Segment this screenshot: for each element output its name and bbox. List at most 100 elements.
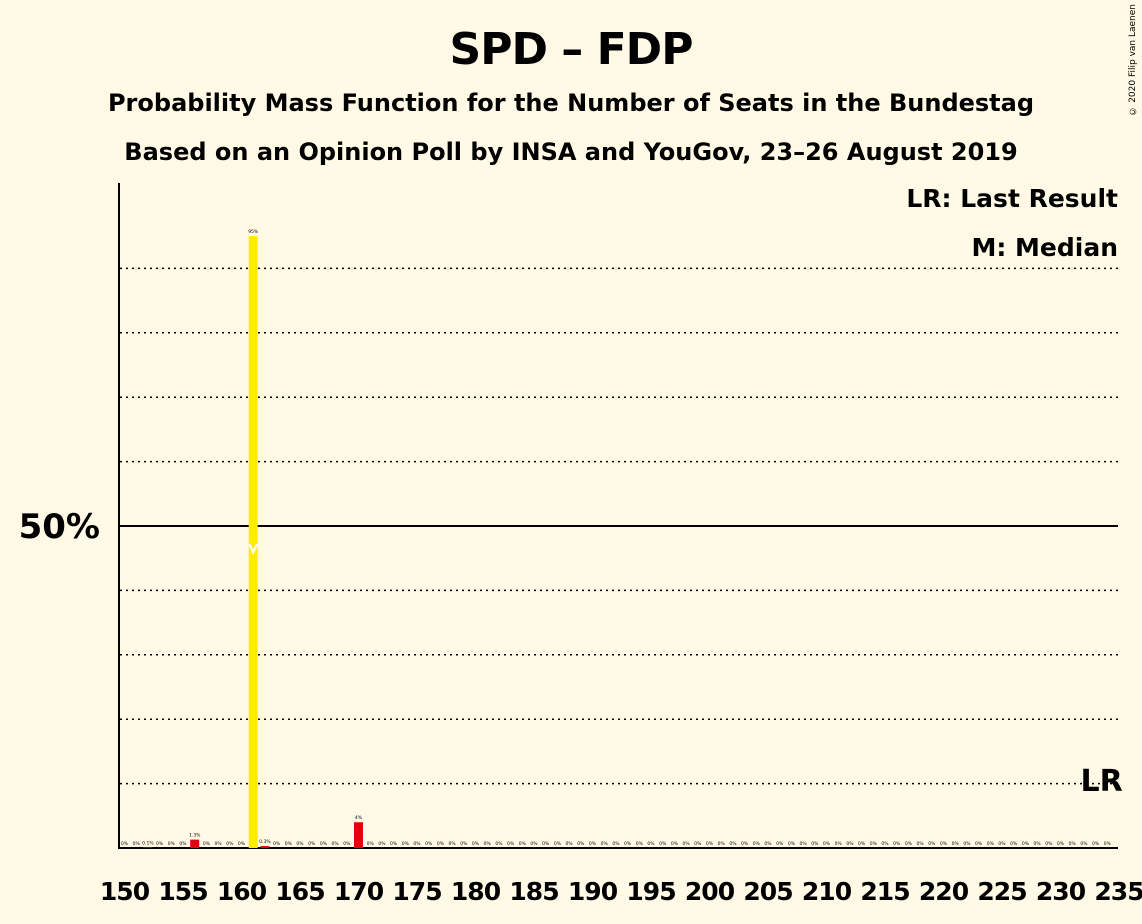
bar-value-label: 0% bbox=[437, 841, 445, 847]
bar-value-label: 0.1% bbox=[142, 840, 154, 846]
bar-value-label: 0% bbox=[975, 841, 983, 847]
x-tick-label: 185 bbox=[509, 877, 558, 906]
x-tick-label: 155 bbox=[158, 877, 207, 906]
bar-value-label: 0% bbox=[215, 841, 223, 847]
bar-value-label: 0% bbox=[905, 841, 913, 847]
x-tick-label: 215 bbox=[860, 877, 909, 906]
median-marker bbox=[248, 543, 259, 555]
legend-last-result: LR: Last Result bbox=[906, 184, 1118, 213]
bar-value-label: 0% bbox=[168, 841, 176, 847]
bar-value-label: 0% bbox=[753, 841, 761, 847]
bar-value-label: 0% bbox=[156, 841, 164, 847]
bar-value-label: 0% bbox=[800, 841, 808, 847]
chart-source: Based on an Opinion Poll by INSA and You… bbox=[124, 138, 1018, 166]
bar-value-label: 0% bbox=[940, 841, 948, 847]
x-tick-label: 230 bbox=[1036, 877, 1086, 906]
bar-value-label: 0% bbox=[987, 841, 995, 847]
bar-value-label: 0% bbox=[647, 841, 655, 847]
bar-value-label: 0% bbox=[577, 841, 585, 847]
bar-value-label: 0% bbox=[133, 841, 141, 847]
bar-value-label: 0% bbox=[320, 841, 328, 847]
bar-value-label: 0% bbox=[238, 841, 246, 847]
bar-value-label: 0% bbox=[811, 841, 819, 847]
bar-value-label: 0% bbox=[636, 841, 644, 847]
bar-value-label: 0% bbox=[425, 841, 433, 847]
bar-value-label: 0% bbox=[917, 841, 925, 847]
bar-value-label: 0% bbox=[963, 841, 971, 847]
bar-value-label: 0.3% bbox=[259, 839, 271, 845]
bar-value-label: 0% bbox=[881, 841, 889, 847]
bar-value-label: 0% bbox=[1080, 841, 1088, 847]
bar-value-label: 0% bbox=[273, 841, 281, 847]
bar-value-label: 0% bbox=[1057, 841, 1065, 847]
bar-value-label: 95% bbox=[248, 229, 259, 235]
bar-value-label: 0% bbox=[296, 841, 304, 847]
x-tick-label: 225 bbox=[977, 877, 1026, 906]
bar-value-label: 0% bbox=[776, 841, 784, 847]
bar-value-label: 0% bbox=[870, 841, 878, 847]
x-tick-label: 160 bbox=[217, 877, 267, 906]
x-tick-label: 235 bbox=[1094, 877, 1142, 906]
bar-value-label: 0% bbox=[472, 841, 480, 847]
bar-value-label: 0% bbox=[566, 841, 574, 847]
bar-value-label: 0% bbox=[179, 841, 187, 847]
bar-value-label: 0% bbox=[226, 841, 234, 847]
bar-value-label: 0% bbox=[928, 841, 936, 847]
bar-value-label: 0% bbox=[998, 841, 1006, 847]
y-tick-label: 50% bbox=[19, 507, 100, 547]
chart-title: SPD – FDP bbox=[449, 24, 694, 75]
bar-value-label: 0% bbox=[507, 841, 515, 847]
bar-value-label: 0% bbox=[1104, 841, 1112, 847]
bar-value-label: 0% bbox=[764, 841, 772, 847]
bar bbox=[260, 846, 270, 848]
bar-value-label: 0% bbox=[542, 841, 550, 847]
bar-value-label: 4% bbox=[355, 815, 363, 821]
x-tick-label: 165 bbox=[275, 877, 324, 906]
bar-value-label: 0% bbox=[402, 841, 410, 847]
bar-value-label: 0% bbox=[823, 841, 831, 847]
x-tick-label: 175 bbox=[392, 877, 441, 906]
bar-value-label: 0% bbox=[612, 841, 620, 847]
bar-value-label: 0% bbox=[1022, 841, 1030, 847]
bar-value-label: 0% bbox=[460, 841, 468, 847]
legend-median: M: Median bbox=[971, 233, 1118, 262]
chart-subtitle: Probability Mass Function for the Number… bbox=[107, 89, 1035, 117]
bar-value-label: 0% bbox=[519, 841, 527, 847]
x-tick-label: 170 bbox=[334, 877, 384, 906]
bar-value-label: 0% bbox=[589, 841, 597, 847]
bar-value-label: 0% bbox=[1069, 841, 1077, 847]
bar-value-label: 0% bbox=[1092, 841, 1100, 847]
x-tick-label: 205 bbox=[743, 877, 792, 906]
bar-value-label: 0% bbox=[741, 841, 749, 847]
bar-value-label: 0% bbox=[671, 841, 679, 847]
bar-value-label: 0% bbox=[332, 841, 340, 847]
bar bbox=[190, 839, 200, 848]
bar-value-label: 0% bbox=[530, 841, 538, 847]
x-tick-label: 180 bbox=[451, 877, 501, 906]
bar-value-label: 0% bbox=[367, 841, 375, 847]
bar-value-label: 0% bbox=[858, 841, 866, 847]
bar-value-label: 0% bbox=[706, 841, 714, 847]
bar-value-label: 1.3% bbox=[189, 833, 201, 839]
bar bbox=[248, 236, 258, 848]
bar-value-label: 0% bbox=[378, 841, 386, 847]
x-tick-label: 200 bbox=[685, 877, 735, 906]
bar-value-label: 0% bbox=[121, 841, 129, 847]
bar-value-label: 0% bbox=[554, 841, 562, 847]
bar-value-label: 0% bbox=[1045, 841, 1053, 847]
bar-value-label: 0% bbox=[729, 841, 737, 847]
bar-value-label: 0% bbox=[601, 841, 609, 847]
x-tick-label: 195 bbox=[626, 877, 675, 906]
x-tick-label: 150 bbox=[100, 877, 150, 906]
bar-value-label: 0% bbox=[893, 841, 901, 847]
bar-value-label: 0% bbox=[308, 841, 316, 847]
bar-value-label: 0% bbox=[343, 841, 351, 847]
bar-value-label: 0% bbox=[413, 841, 421, 847]
x-tick-label: 210 bbox=[802, 877, 852, 906]
bar-value-label: 0% bbox=[846, 841, 854, 847]
bar-value-label: 0% bbox=[952, 841, 960, 847]
bar-value-label: 0% bbox=[694, 841, 702, 847]
bar-value-label: 0% bbox=[1010, 841, 1018, 847]
bar-value-label: 0% bbox=[449, 841, 457, 847]
